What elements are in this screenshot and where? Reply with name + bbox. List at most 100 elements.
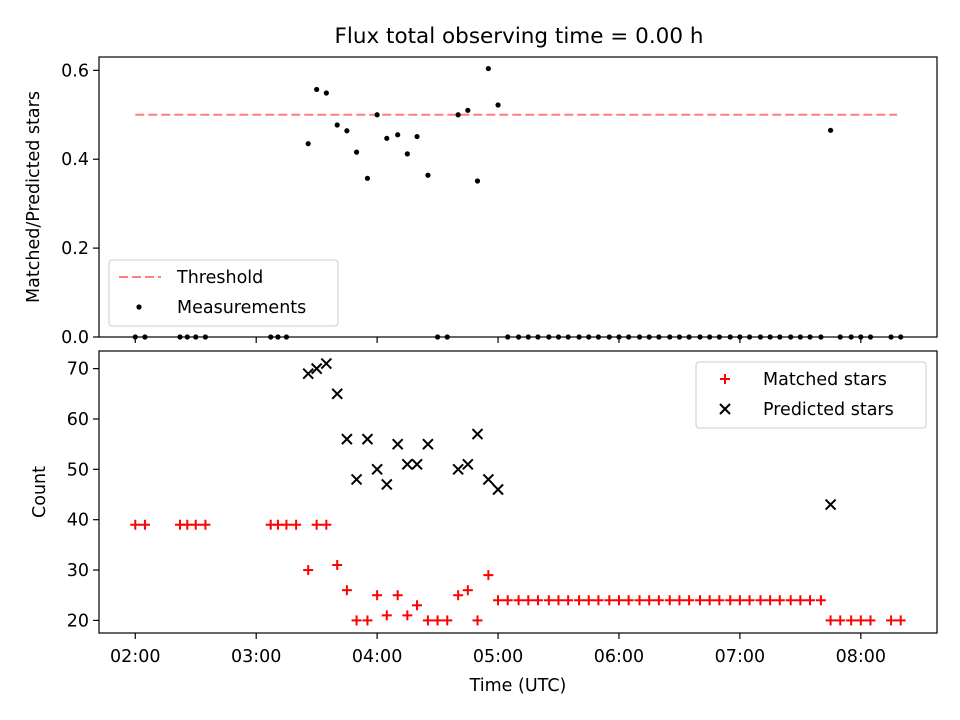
matched-star-point (734, 595, 745, 606)
matched-star-point (493, 595, 504, 606)
matched-star-point (644, 595, 655, 606)
measurement-point (465, 107, 471, 113)
matched-star-point (725, 595, 736, 606)
measurement-point (414, 133, 420, 140)
matched-star-point (795, 595, 806, 606)
matched-star-point (634, 595, 645, 606)
predicted-star-point (371, 463, 383, 476)
matched-star-point (372, 590, 383, 601)
matched-star-point (744, 595, 755, 606)
count-y-tick-label: 40 (67, 511, 89, 531)
matched-star-point (483, 570, 494, 581)
matched-star-point (623, 595, 634, 606)
ratio-panel-x-ticks (134, 337, 862, 343)
matched-star-point (412, 600, 423, 611)
matched-star-point (574, 595, 585, 606)
matched-star-point (341, 585, 352, 596)
matched-star-point (200, 519, 211, 530)
measurement-point (384, 135, 390, 141)
matched-star-point (694, 595, 705, 606)
predicted-star-point (381, 478, 393, 491)
x-tick-label: 03:00 (231, 647, 281, 667)
predicted-star-point (492, 483, 504, 496)
matched-star-point (532, 595, 543, 606)
x-tick-label: 07:00 (715, 647, 765, 667)
matched-star-point (835, 615, 846, 626)
matched-star-point (865, 615, 876, 626)
matched-star-point (332, 560, 343, 571)
matched-star-point (422, 615, 433, 626)
predicted-star-point (411, 458, 423, 471)
matched-star-point (182, 519, 193, 530)
matched-star-point (895, 615, 906, 626)
ratio-panel-legend: Threshold Measurements (108, 259, 339, 327)
measurement-point (485, 65, 491, 72)
matched-star-point (805, 595, 816, 606)
matched-star-point (613, 595, 624, 606)
predicted-stars-legend-label: Predicted stars (763, 400, 894, 420)
count-panel-x-axis: 02:00 03:00 04:00 05:00 06:00 07:00 08:00 (110, 633, 886, 667)
count-y-tick-label: 50 (67, 460, 89, 480)
predicted-star-point (350, 473, 363, 486)
count-y-tick-label: 70 (67, 360, 89, 380)
measurement-point (455, 112, 461, 118)
matched-star-point (272, 519, 283, 530)
predicted-star-point (482, 473, 495, 486)
matched-star-point (765, 595, 776, 606)
matched-star-point (815, 595, 826, 606)
ratio-panel: 0.0 0.2 0.4 0.6 Matched/Predicted stars Thr… (24, 56, 938, 348)
matched-star-point (432, 615, 443, 626)
predicted-star-point (462, 458, 474, 471)
ratio-panel-frame (98, 56, 938, 338)
matched-star-point (311, 519, 322, 530)
matched-star-point (472, 615, 483, 626)
matched-star-point (553, 595, 564, 606)
ratio-y-tick-label: 0.0 (61, 328, 89, 348)
ratio-panel-y-axis: 0.0 0.2 0.4 0.6 (61, 61, 99, 348)
count-legend-box (695, 361, 927, 429)
measurements-legend-label: Measurements (177, 298, 306, 318)
predicted-star-point (422, 438, 434, 450)
predicted-stars-legend-swatch (719, 403, 731, 415)
matched-star-point (825, 615, 836, 626)
count-y-tick-label: 60 (67, 410, 89, 430)
measurement-point (364, 175, 371, 181)
matched-star-point (855, 615, 866, 626)
matched-star-point (543, 595, 554, 606)
matched-star-point (351, 615, 362, 626)
predicted-star-point (401, 458, 414, 471)
x-tick-label: 04:00 (352, 647, 402, 667)
matched-star-point (513, 595, 524, 606)
matched-star-point (362, 615, 373, 626)
matched-star-point (664, 595, 675, 606)
measurement-point (404, 151, 410, 157)
measurement-point (353, 149, 360, 155)
matched-star-point (453, 590, 464, 601)
threshold-legend-label: Threshold (176, 268, 263, 288)
measurement-point (495, 102, 501, 108)
measurements-legend-swatch (136, 304, 142, 310)
matched-star-point (604, 595, 615, 606)
predicted-star-point (331, 388, 343, 400)
measurement-point (827, 127, 834, 133)
matched-star-point (392, 590, 403, 601)
figure-title: Flux total observing time = 0.00 h (335, 24, 704, 49)
ratio-y-tick-label: 0.6 (61, 61, 89, 81)
x-tick-label: 08:00 (836, 647, 886, 667)
measurement-point (323, 90, 329, 96)
matched-star-point (684, 595, 695, 606)
measurement-point (344, 128, 350, 134)
measurement-point (314, 86, 320, 93)
matched-star-point (321, 519, 332, 530)
x-tick-label: 05:00 (473, 647, 523, 667)
matched-star-point (303, 565, 314, 576)
matched-star-point (583, 595, 594, 606)
measurement-point (305, 141, 311, 147)
matched-star-point (785, 595, 796, 606)
matched-star-point (704, 595, 715, 606)
count-panel-y-axis: 20 30 40 50 60 70 (67, 360, 99, 631)
matched-star-point (442, 615, 453, 626)
predicted-star-point (471, 428, 484, 440)
count-panel-legend: Matched stars Predicted stars (695, 361, 927, 429)
